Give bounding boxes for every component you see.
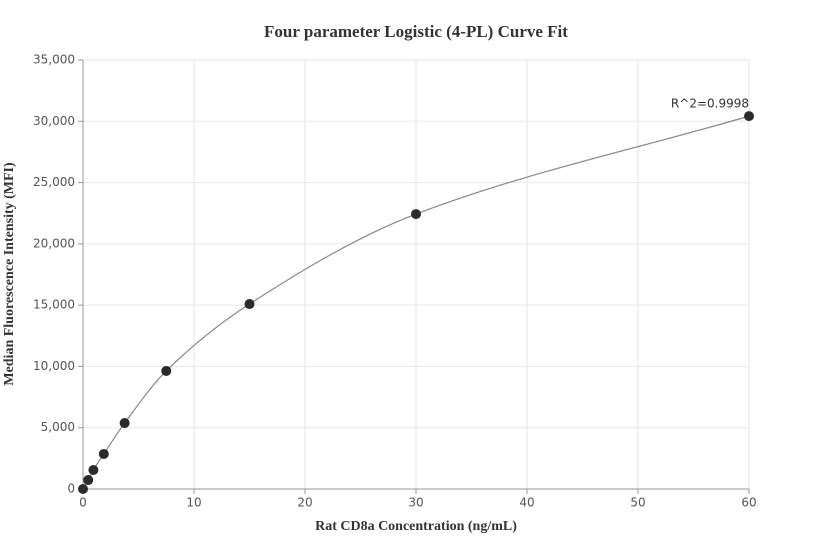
y-tick-label: 30,000 [33,114,75,128]
data-point [411,209,421,220]
data-point [744,111,754,122]
data-point [78,484,88,494]
y-tick-label: 15,000 [33,298,75,312]
data-point [244,299,255,310]
y-tick-label: 20,000 [33,236,75,250]
x-tick-label: 20 [297,496,312,510]
x-tick-label: 10 [186,496,201,510]
data-point [119,418,130,429]
y-tick-label: 5,000 [41,420,75,434]
chart-title: Four parameter Logistic (4-PL) Curve Fit [264,22,568,41]
y-axis-label: Median Fluorescence Intensity (MFI) [2,162,17,386]
x-axis-label: Rat CD8a Concentration (ng/mL) [315,519,517,534]
data-point [98,448,109,459]
data-point [83,475,94,486]
y-tick-label: 10,000 [33,359,75,373]
y-tick-label: 25,000 [33,175,75,189]
y-tick-label: 35,000 [33,53,75,67]
annotation: R^2=0.9998 [671,97,749,111]
x-tick-label: 40 [519,496,534,510]
data-point [161,365,172,376]
x-tick-label: 50 [630,496,645,510]
x-tick-label: 30 [408,496,423,510]
data-point [88,465,99,476]
x-tick-label: 0 [79,496,87,510]
x-tick-label: 60 [741,496,756,510]
y-tick-label: 0 [67,482,75,496]
